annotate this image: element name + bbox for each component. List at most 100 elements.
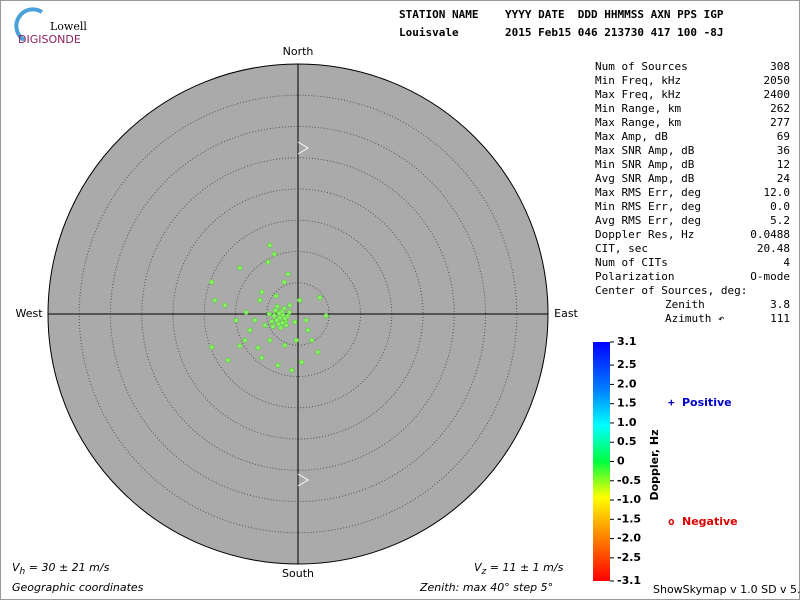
source-point — [252, 317, 258, 323]
source-point — [271, 251, 277, 257]
zenith-label: Zenith: max 40° step 5° — [419, 581, 553, 594]
stat-value: 262 — [770, 102, 790, 115]
source-point — [237, 343, 243, 349]
stat-value: 12 — [777, 158, 790, 171]
velocity-value: = 11 ± 1 m/s — [486, 561, 563, 574]
stat-value: 277 — [770, 116, 790, 129]
source-point — [262, 322, 268, 328]
source-point — [259, 289, 265, 295]
colorbar-label: Doppler, Hz — [648, 429, 661, 500]
source-point — [282, 315, 288, 321]
colorbar — [593, 342, 610, 581]
center-value: 3.8 — [770, 298, 790, 311]
source-point — [299, 359, 305, 365]
source-point — [293, 337, 299, 343]
stat-value: 12.0 — [764, 186, 791, 199]
stat-label: Max Freq, kHz — [595, 88, 681, 101]
stat-value: 2050 — [764, 74, 791, 87]
source-point — [259, 355, 265, 361]
source-point — [276, 310, 282, 316]
compass-label: West — [15, 307, 43, 320]
source-point — [255, 345, 261, 351]
legend-text: Negative — [682, 515, 738, 528]
logo-swoosh — [14, 7, 44, 42]
source-point — [266, 311, 272, 317]
source-point — [257, 297, 263, 303]
stat-label: Min RMS Err, deg — [595, 200, 701, 213]
stat-label: Max Range, km — [595, 116, 681, 129]
source-point — [267, 337, 273, 343]
stat-value: 0.0 — [770, 200, 790, 213]
stat-value: O-mode — [750, 270, 790, 283]
source-point — [281, 305, 287, 311]
chevron — [297, 473, 309, 487]
velocity-label: Vz = 11 ± 1 m/s — [474, 561, 564, 577]
source-point — [267, 242, 273, 248]
source-point — [305, 327, 311, 333]
legend-symbol: o — [668, 515, 675, 528]
stat-value: 2400 — [764, 88, 791, 101]
stat-label: Doppler Res, Hz — [595, 228, 694, 241]
colorbar-tick-label: 0.5 — [617, 435, 637, 448]
source-point — [237, 265, 243, 271]
stat-label: CIT, sec — [595, 242, 648, 255]
stat-value: 5.2 — [770, 214, 790, 227]
legend-symbol: + — [668, 396, 675, 409]
coords-label: Geographic coordinates — [12, 581, 144, 594]
colorbar-tick-label: -2.5 — [617, 551, 641, 564]
velocity-symbol: V — [12, 561, 21, 574]
colorbar-tick-label: 1.5 — [617, 397, 637, 410]
source-point — [317, 295, 323, 301]
velocity-label: Vh = 30 ± 21 m/s — [12, 561, 110, 577]
source-point — [265, 259, 271, 265]
compass-label: East — [554, 307, 578, 320]
source-point — [279, 320, 285, 326]
stat-label: Avg SNR Amp, dB — [595, 172, 695, 185]
logo-top: Lowell — [50, 20, 87, 33]
colorbar-tick-label: 1.0 — [617, 416, 637, 429]
source-point — [270, 323, 276, 330]
stat-label: Num of Sources — [595, 60, 688, 73]
header-values: Louisvale 2015 Feb15 046 213730 417 100 … — [399, 26, 724, 39]
stat-value: 20.48 — [757, 242, 790, 255]
header-labels: STATION NAME YYYY DATE DDD HHMMSS AXN PP… — [399, 8, 724, 21]
source-point — [287, 302, 293, 308]
colorbar-tick-label: 0 — [617, 455, 625, 468]
velocity-subscript: z — [481, 567, 487, 577]
stat-value: 24 — [777, 172, 791, 185]
source-point — [233, 317, 239, 323]
version: ShowSkymap v 1.0 SD v 5.1 — [653, 583, 800, 596]
source-point — [209, 279, 215, 285]
colorbar-tick-label: -0.5 — [617, 474, 641, 487]
source-point — [285, 271, 291, 277]
source-point — [277, 325, 284, 331]
source-point — [209, 344, 215, 350]
velocity-subscript: h — [20, 567, 26, 577]
logo-bottom: DIGISONDE — [18, 33, 81, 46]
colorbar-tick-label: 2.5 — [617, 358, 637, 371]
compass-label: South — [282, 567, 314, 580]
source-point — [273, 293, 279, 299]
velocity-value: = 30 ± 21 m/s — [25, 561, 109, 574]
source-point — [222, 302, 228, 308]
stat-label: Polarization — [595, 270, 674, 283]
legend-text: Positive — [682, 396, 732, 409]
source-point — [297, 297, 303, 303]
stat-label: Max Amp, dB — [595, 130, 668, 143]
stat-value: 4 — [783, 256, 790, 269]
source-point — [315, 349, 321, 355]
source-point — [269, 318, 275, 325]
source-point — [242, 337, 248, 343]
source-point — [286, 309, 292, 315]
colorbar-tick-label: -2.0 — [617, 532, 641, 545]
source-point — [303, 317, 309, 323]
source-point — [247, 327, 253, 333]
center-label: Zenith — [665, 298, 705, 311]
source-point — [225, 357, 231, 363]
source-point — [243, 309, 249, 315]
stat-label: Num of CITs — [595, 256, 668, 269]
colorbar-tick-label: 3.1 — [617, 335, 637, 348]
stat-label: Min SNR Amp, dB — [595, 158, 695, 171]
source-point — [271, 313, 277, 319]
